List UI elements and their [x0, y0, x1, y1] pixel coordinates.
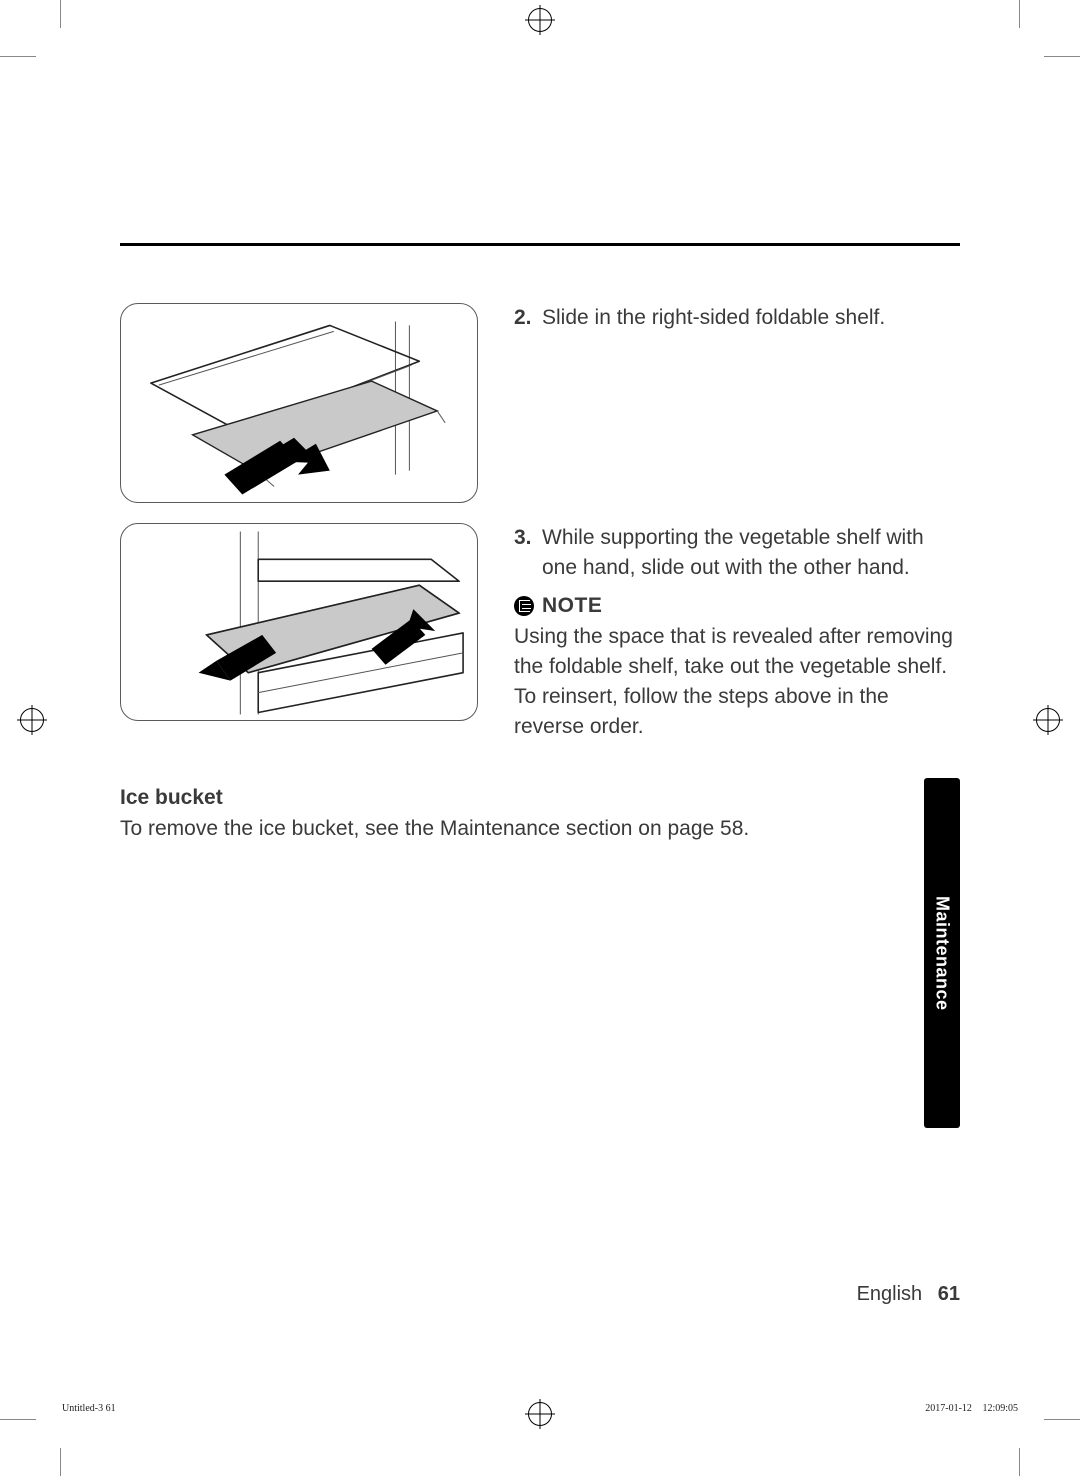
- page-footer: English 61: [857, 1283, 960, 1306]
- footer-page-number: 61: [938, 1283, 960, 1305]
- imprint-right: 2017-01-12 12:09:05: [925, 1403, 1018, 1414]
- main-columns: 2. Slide in the right-sided foldable she…: [120, 303, 960, 844]
- note-heading: NOTE: [514, 591, 960, 621]
- section-tab: Maintenance: [924, 778, 960, 1128]
- shelf-slide-svg: [121, 303, 477, 503]
- body-text: To remove the ice bucket, see the Mainte…: [120, 814, 960, 844]
- imprint-time: 12:09:05: [982, 1403, 1018, 1414]
- step-text: 3. While supporting the vegetable shelf …: [514, 523, 960, 742]
- crop-mark: [60, 0, 61, 28]
- registration-mark-icon: [20, 708, 44, 732]
- step-body: Slide in the right-sided foldable shelf.: [542, 303, 885, 333]
- note-paragraph: Using the space that is revealed after r…: [514, 622, 960, 682]
- crop-mark: [1044, 1419, 1080, 1420]
- crop-mark: [60, 1448, 61, 1476]
- crop-mark: [1019, 1448, 1020, 1476]
- crop-mark: [1019, 0, 1020, 28]
- imprint-left: Untitled-3 61: [62, 1403, 116, 1414]
- footer-language: English: [857, 1283, 923, 1305]
- shelf-remove-illustration: [120, 523, 478, 721]
- note-label: NOTE: [542, 591, 602, 621]
- section-tab-label: Maintenance: [932, 896, 953, 1011]
- note-paragraph: To reinsert, follow the steps above in t…: [514, 682, 960, 742]
- content-area: 2. Slide in the right-sided foldable she…: [62, 58, 1018, 1418]
- registration-mark-icon: [1036, 708, 1060, 732]
- step-row: 2. Slide in the right-sided foldable she…: [120, 303, 960, 503]
- step-number: 3.: [514, 523, 536, 583]
- ice-bucket-section: Ice bucket To remove the ice bucket, see…: [120, 786, 960, 844]
- step-number: 2.: [514, 303, 536, 333]
- crop-mark: [1044, 56, 1080, 57]
- step-row: 3. While supporting the vegetable shelf …: [120, 523, 960, 742]
- step-text: 2. Slide in the right-sided foldable she…: [514, 303, 960, 333]
- registration-mark-icon: [528, 8, 552, 32]
- crop-mark: [0, 56, 36, 57]
- crop-mark: [0, 1419, 36, 1420]
- imprint-footer: Untitled-3 61 2017-01-12 12:09:05: [62, 1403, 1018, 1414]
- note-icon: [514, 596, 534, 616]
- horizontal-rule: [120, 243, 960, 246]
- illustration-cell: [120, 523, 478, 721]
- manual-page: 2. Slide in the right-sided foldable she…: [0, 0, 1080, 1476]
- subheading: Ice bucket: [120, 786, 960, 810]
- shelf-slide-illustration: [120, 303, 478, 503]
- illustration-cell: [120, 303, 478, 503]
- shelf-remove-svg: [121, 523, 477, 721]
- imprint-date: 2017-01-12: [925, 1403, 972, 1414]
- step-body: While supporting the vegetable shelf wit…: [542, 523, 960, 583]
